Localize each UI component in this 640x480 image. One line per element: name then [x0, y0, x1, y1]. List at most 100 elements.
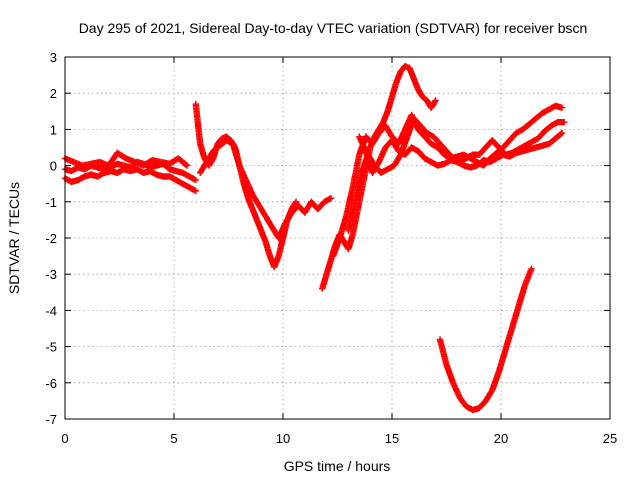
data-point: [436, 140, 449, 154]
data-point: [192, 176, 199, 184]
data-point: [436, 336, 450, 367]
y-tick-label: -2: [45, 231, 57, 246]
data-point: [203, 149, 216, 166]
y-tick-label: 0: [50, 159, 57, 174]
data-point: [186, 184, 198, 194]
data-point: [236, 162, 249, 182]
data-point: [391, 152, 404, 169]
series-satellite-track-1: [61, 166, 199, 195]
x-tick-label: 20: [494, 431, 508, 446]
series-satellite-track-3: [61, 149, 191, 169]
data-point: [534, 129, 547, 142]
data-point: [552, 130, 565, 142]
series-satellite-track-6: [319, 62, 439, 292]
data-point: [94, 170, 107, 180]
data-point: [506, 150, 519, 160]
data-point: [506, 130, 519, 144]
data-point: [558, 104, 566, 111]
data-point: [526, 116, 538, 128]
series-satellite-track-8: [345, 115, 568, 234]
data-point: [349, 153, 363, 191]
data-point: [192, 187, 199, 195]
data-point: [369, 131, 382, 148]
data-point: [532, 110, 545, 122]
data-point: [179, 169, 192, 179]
data-point: [476, 145, 488, 158]
data-point: [214, 136, 225, 148]
data-point: [255, 202, 268, 219]
data-point: [369, 160, 382, 176]
y-tick-label: -3: [45, 267, 57, 282]
data-point: [417, 122, 430, 136]
data-point: [395, 127, 408, 148]
data-point: [547, 119, 560, 129]
data-point: [449, 379, 463, 399]
data-point: [423, 129, 436, 140]
data-point: [415, 126, 427, 139]
data-point: [345, 200, 358, 234]
data-point: [482, 388, 495, 405]
x-axis-label: GPS time / hours: [284, 458, 391, 474]
chart-title: Day 295 of 2021, Sidereal Day-to-day VTE…: [79, 20, 588, 36]
data-point: [558, 129, 566, 137]
data-point: [146, 167, 159, 178]
data-point: [545, 136, 558, 148]
y-tick-label: -6: [45, 376, 57, 391]
y-tick-label: -7: [45, 412, 57, 427]
data-point: [242, 176, 255, 197]
data-point: [384, 95, 395, 115]
data-point: [114, 149, 128, 161]
data-point: [456, 394, 469, 409]
data-point: [319, 272, 330, 292]
data-point: [486, 150, 499, 162]
data-point: [262, 213, 275, 229]
data-point: [489, 137, 502, 150]
data-point: [282, 210, 295, 227]
x-tick-label: 5: [170, 431, 177, 446]
data-point: [345, 232, 356, 253]
data-point: [561, 118, 568, 126]
data-point: [323, 258, 334, 278]
axis-ticks: 0 5 10 15 20 25 -7 -6 -5 -4 -3 -2 -1 0 1 2 3: [45, 50, 617, 446]
data-point: [356, 133, 369, 153]
data-point: [408, 144, 421, 154]
data-point: [192, 100, 204, 146]
x-tick-label: 15: [385, 431, 399, 446]
data-point: [495, 348, 509, 376]
data-point: [183, 162, 191, 169]
data-point: [508, 305, 522, 332]
series-satellite-track-10: [436, 265, 535, 414]
data-point: [434, 144, 447, 157]
data-point: [314, 199, 327, 213]
data-point: [249, 191, 262, 208]
x-tick-label: 25: [603, 431, 617, 446]
series-satellite-track-5: [197, 137, 335, 242]
data-point: [105, 151, 120, 169]
data-point: [329, 236, 343, 260]
data-point: [327, 194, 335, 202]
data-point: [275, 221, 288, 242]
data-point: [513, 126, 525, 137]
data-point: [489, 370, 502, 394]
data-point: [351, 171, 365, 205]
data-point: [421, 133, 434, 146]
data-point: [462, 152, 475, 162]
x-tick-label: 10: [276, 431, 290, 446]
data-point: [410, 115, 423, 128]
data-point: [321, 195, 333, 205]
data-point: [486, 155, 499, 166]
y-tick-label: -5: [45, 340, 57, 355]
data-point: [388, 80, 400, 100]
data-point: [521, 267, 535, 289]
y-tick-label: 3: [50, 50, 57, 65]
data-point: [430, 133, 443, 146]
data-series: [61, 62, 568, 414]
data-point: [500, 138, 512, 151]
data-point: [166, 173, 179, 183]
data-point: [175, 155, 190, 168]
data-point: [432, 97, 439, 104]
data-point: [528, 136, 540, 146]
y-tick-label: 2: [50, 86, 57, 101]
data-point: [343, 185, 356, 220]
grid: [65, 57, 610, 419]
